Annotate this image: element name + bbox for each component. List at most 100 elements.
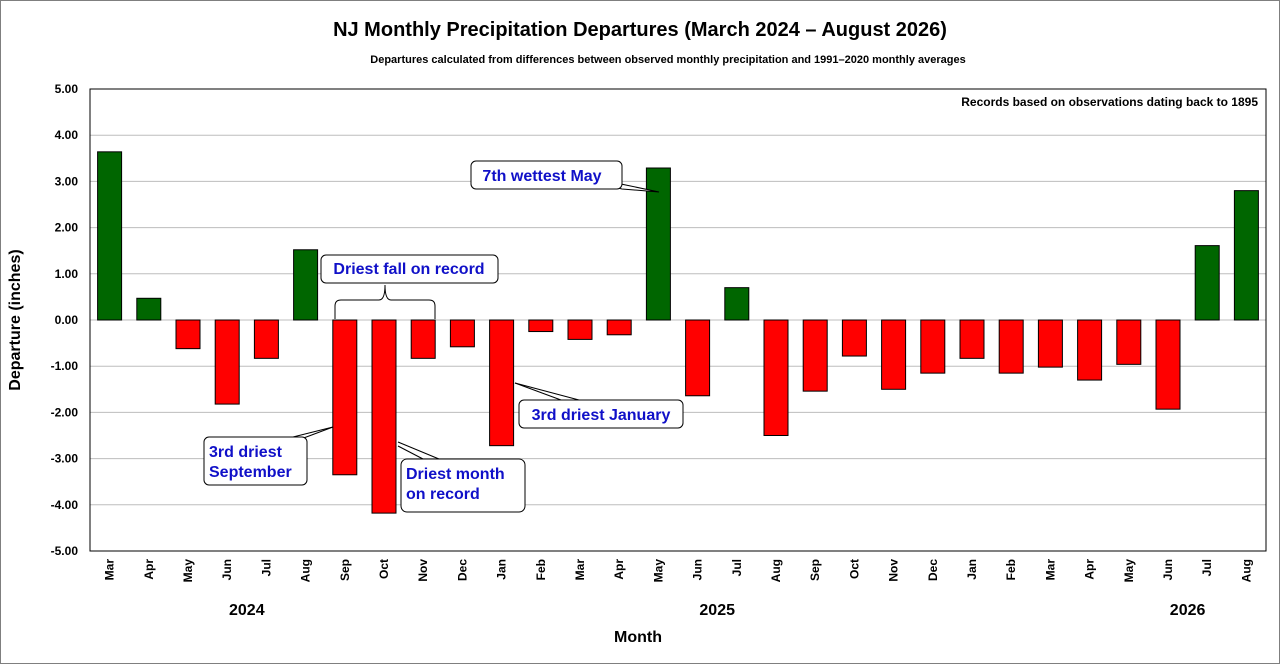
x-tick-label: Jul (1200, 559, 1214, 576)
x-tick-label: Apr (142, 559, 156, 580)
chart-subtitle: Departures calculated from differences b… (370, 54, 965, 66)
x-tick-label: Feb (1004, 559, 1018, 580)
x-tick-label: Dec (455, 559, 469, 581)
gridlines (90, 134, 1266, 506)
bar (1155, 319, 1181, 410)
callout-box (518, 399, 684, 429)
year-label: 2026 (1170, 602, 1206, 619)
x-tick-label: Jun (1161, 559, 1175, 580)
y-axis-ticks: 5.00 4.00 3.00 2.00 1.00 0.00 -1.00 -2.00 -3.00 -… (51, 82, 79, 558)
x-tick-label: Sep (338, 559, 352, 581)
bar (841, 319, 867, 357)
year-label: 2025 (699, 602, 735, 619)
bar (1077, 319, 1103, 381)
bar (1116, 319, 1142, 365)
bar (253, 319, 279, 359)
x-tick-label: Aug (299, 559, 313, 582)
x-tick-label: Mar (1043, 559, 1057, 581)
bar (920, 319, 946, 374)
callout-pointer (292, 426, 334, 438)
y-axis-label: Departure (inches) (7, 249, 24, 390)
plot-area-border (89, 88, 1267, 552)
y-tick-label: -3.00 (51, 452, 79, 466)
x-tick-label: May (181, 559, 195, 583)
x-tick-label: Oct (847, 559, 861, 579)
records-note: Records based on observations dating bac… (961, 95, 1258, 109)
annotation-driest-month: Driest month on record (397, 441, 526, 513)
x-tick-label: Aug (1239, 559, 1253, 582)
bar (97, 151, 123, 321)
callout-text-oct-line1: Driest month (406, 466, 505, 483)
chart-title: NJ Monthly Precipitation Departures (Mar… (333, 19, 947, 41)
y-tick-label: -4.00 (51, 498, 79, 512)
x-tick-label: Feb (534, 559, 548, 580)
bar (1233, 190, 1259, 321)
callout-box (470, 160, 623, 190)
callout-pointer (514, 382, 580, 401)
annotation-driest-fall: Driest fall on record (320, 254, 499, 319)
bar (371, 319, 397, 514)
x-tick-label: May (1122, 559, 1136, 583)
callout-box (203, 436, 308, 486)
callout-text-jan: 3rd driest January (532, 407, 671, 424)
x-tick-label: Apr (1083, 559, 1097, 580)
bar (606, 319, 632, 336)
annotation-driest-january: 3rd driest January (514, 382, 684, 429)
callout-pointer (397, 441, 440, 460)
callout-text-sep-line2: September (209, 464, 292, 481)
x-tick-label: Mar (573, 559, 587, 581)
x-tick-label: May (651, 559, 665, 583)
x-tick-label: Oct (377, 559, 391, 579)
bar (1037, 319, 1063, 368)
x-tick-label: Sep (808, 559, 822, 581)
x-tick-label: Jul (730, 559, 744, 576)
y-tick-label: -1.00 (51, 359, 79, 373)
bar (959, 319, 985, 359)
x-tick-label: Dec (926, 559, 940, 581)
callout-text-sep-line1: 3rd driest (209, 444, 283, 461)
x-tick-label: Apr (612, 559, 626, 580)
bar (724, 287, 750, 321)
bar (998, 319, 1024, 374)
bars (97, 151, 1259, 514)
x-tick-label: Nov (887, 559, 901, 582)
x-axis-ticks: Mar Apr May Jun Jul Aug Sep Oct Nov Dec Jan Feb Mar A… (103, 559, 1254, 583)
callout-pointer-lower (397, 445, 424, 460)
x-tick-label: Jul (259, 559, 273, 576)
callout-box (320, 254, 499, 284)
callout-text-driest-fall: Driest fall on record (333, 261, 484, 278)
x-tick-label: Jun (691, 559, 705, 580)
x-tick-label: Mar (103, 559, 117, 581)
callout-text-oct-line2: on record (406, 486, 480, 503)
x-axis-label: Month (614, 629, 662, 646)
bar (214, 319, 240, 405)
bar (685, 319, 711, 397)
callout-pointer-lower (514, 382, 562, 401)
y-tick-label: -2.00 (51, 405, 79, 419)
bar (136, 297, 162, 321)
y-tick-label: -5.00 (51, 544, 79, 558)
bar (881, 319, 907, 390)
bar (528, 319, 554, 333)
y-tick-label: 1.00 (55, 267, 79, 281)
bar (332, 319, 358, 476)
bar (489, 319, 515, 447)
year-labels: 2024 2025 2026 (229, 602, 1205, 619)
bar (293, 249, 319, 321)
annotation-wettest-may: 7th wettest May (470, 160, 660, 193)
y-tick-label: 3.00 (55, 174, 79, 188)
annotation-driest-september: 3rd driest September (203, 426, 334, 486)
y-tick-label: 2.00 (55, 221, 79, 235)
bar (802, 319, 828, 392)
bar (567, 319, 593, 340)
x-tick-label: Aug (769, 559, 783, 582)
bracket (334, 284, 436, 319)
bar (175, 319, 201, 350)
callout-box (400, 458, 526, 513)
x-tick-label: Jan (965, 559, 979, 580)
y-tick-label: 0.00 (55, 313, 79, 327)
year-label: 2024 (229, 602, 265, 619)
x-tick-label: Jan (495, 559, 509, 580)
